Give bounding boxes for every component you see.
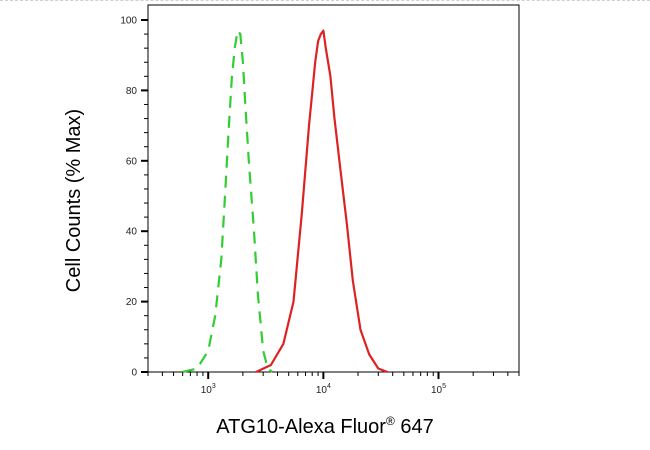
x-axis: 103 104 105 bbox=[147, 372, 520, 396]
x-axis-title-main: ATG10-Alexa Fluor bbox=[216, 416, 386, 438]
y-axis-title: Cell Counts (% Max) bbox=[63, 109, 85, 292]
x-tick-label: 105 bbox=[431, 383, 446, 396]
histogram-series-line bbox=[182, 29, 273, 374]
y-tick-label: 80 bbox=[126, 86, 138, 97]
histogram-series-line bbox=[255, 29, 388, 374]
y-tick-label: 40 bbox=[126, 227, 138, 238]
y-tick-label: 60 bbox=[126, 156, 138, 167]
x-axis-title-suffix: 647 bbox=[395, 416, 434, 438]
x-tick-label: 104 bbox=[316, 383, 331, 396]
y-tick-label: 100 bbox=[120, 16, 137, 27]
y-tick-label: 0 bbox=[131, 368, 137, 379]
series-layer bbox=[182, 29, 388, 374]
x-axis-title: ATG10-Alexa Fluor® 647 bbox=[216, 414, 433, 438]
y-axis: 0 20 40 60 80 100 bbox=[120, 16, 148, 379]
x-tick-label: 103 bbox=[201, 383, 216, 396]
top-border bbox=[0, 0, 650, 1]
registered-mark: ® bbox=[386, 414, 395, 428]
y-tick-label: 20 bbox=[126, 297, 138, 308]
plot-frame bbox=[147, 4, 520, 373]
